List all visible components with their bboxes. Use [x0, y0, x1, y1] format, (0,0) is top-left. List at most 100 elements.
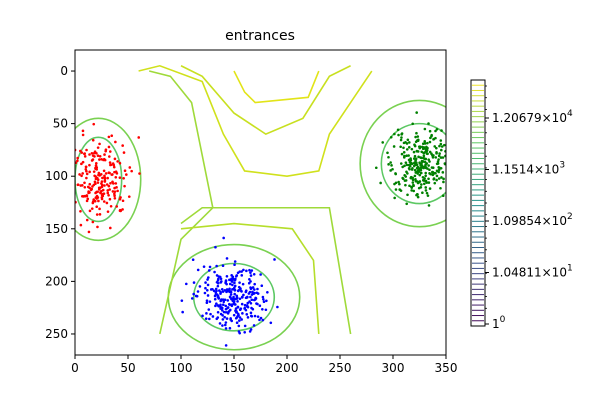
y-tick-label: 100	[45, 169, 68, 183]
data-point	[422, 154, 426, 158]
data-point	[103, 184, 106, 187]
data-point	[253, 298, 257, 301]
data-point	[410, 162, 414, 166]
data-point	[416, 139, 420, 143]
data-point	[418, 173, 422, 177]
data-point	[107, 184, 111, 188]
data-point	[450, 176, 453, 179]
data-point	[410, 185, 413, 189]
data-point	[220, 298, 223, 301]
data-point	[415, 149, 419, 153]
data-point	[80, 162, 83, 166]
data-point	[232, 302, 236, 305]
data-point	[253, 282, 256, 286]
data-point	[413, 168, 417, 172]
data-point	[211, 315, 215, 318]
data-point	[204, 281, 207, 284]
data-point	[233, 297, 237, 301]
data-point	[137, 136, 141, 139]
data-point	[198, 285, 202, 288]
data-point	[381, 141, 385, 144]
data-point	[66, 204, 69, 207]
data-point	[204, 317, 208, 320]
data-point	[400, 136, 403, 139]
data-point	[435, 169, 439, 173]
data-point	[410, 147, 414, 151]
data-point	[229, 293, 233, 296]
data-point	[402, 150, 406, 154]
data-point	[114, 176, 118, 179]
data-point	[434, 129, 437, 133]
data-point	[230, 303, 233, 307]
contour-ring	[75, 136, 123, 223]
data-point	[100, 196, 104, 199]
data-point	[249, 311, 253, 315]
data-point	[233, 260, 237, 263]
data-point	[138, 172, 141, 175]
data-point	[238, 281, 241, 284]
data-point	[392, 145, 396, 148]
data-point	[219, 290, 222, 294]
data-point	[276, 305, 279, 309]
data-point	[412, 164, 416, 168]
data-point	[440, 176, 443, 179]
data-point	[249, 280, 252, 283]
data-point	[229, 317, 232, 320]
data-point	[91, 185, 94, 188]
data-point	[265, 299, 268, 303]
data-point	[246, 316, 250, 319]
data-point	[435, 178, 438, 182]
data-point	[229, 290, 233, 294]
data-point	[416, 195, 420, 199]
data-point	[65, 160, 68, 163]
x-tick-label: 0	[71, 361, 79, 375]
data-point	[221, 313, 224, 317]
data-point	[191, 258, 195, 262]
x-tick-label: 250	[329, 361, 352, 375]
data-point	[215, 317, 219, 321]
data-point	[412, 183, 415, 187]
contour-line	[233, 70, 320, 104]
data-point	[240, 318, 243, 321]
data-point	[259, 273, 262, 276]
data-point	[209, 312, 212, 316]
data-point	[235, 316, 239, 319]
data-point	[128, 166, 132, 169]
data-point	[103, 176, 107, 180]
data-point	[236, 305, 240, 309]
data-point	[113, 196, 117, 200]
data-point	[101, 176, 104, 180]
data-point	[412, 150, 416, 154]
data-point	[207, 308, 211, 311]
colorbar-ticks: 10 1.04811×101 1.09854×102 1.1514×103 1.2067…	[485, 85, 573, 331]
data-point	[86, 185, 90, 189]
x-tick-label: 200	[276, 361, 299, 375]
data-point	[249, 274, 253, 277]
data-point	[439, 156, 443, 159]
data-point	[430, 133, 433, 137]
data-point	[223, 323, 227, 327]
data-point	[101, 188, 105, 192]
data-point	[424, 171, 428, 175]
data-point	[393, 196, 396, 200]
data-point	[389, 135, 393, 139]
data-point	[228, 282, 232, 286]
data-point	[440, 145, 444, 148]
data-point	[88, 209, 92, 213]
data-point	[406, 193, 409, 197]
data-point	[440, 148, 443, 152]
data-point	[238, 319, 241, 322]
data-point	[430, 166, 434, 169]
data-point	[118, 197, 122, 201]
data-point	[420, 166, 423, 169]
data-point	[115, 172, 119, 175]
contour-line	[180, 65, 351, 136]
data-point	[107, 135, 111, 139]
data-point	[85, 176, 88, 180]
data-point	[412, 189, 416, 193]
data-point	[105, 183, 109, 186]
data-point	[386, 151, 389, 155]
data-point	[427, 122, 430, 125]
data-point	[245, 269, 248, 273]
data-point	[405, 148, 409, 151]
